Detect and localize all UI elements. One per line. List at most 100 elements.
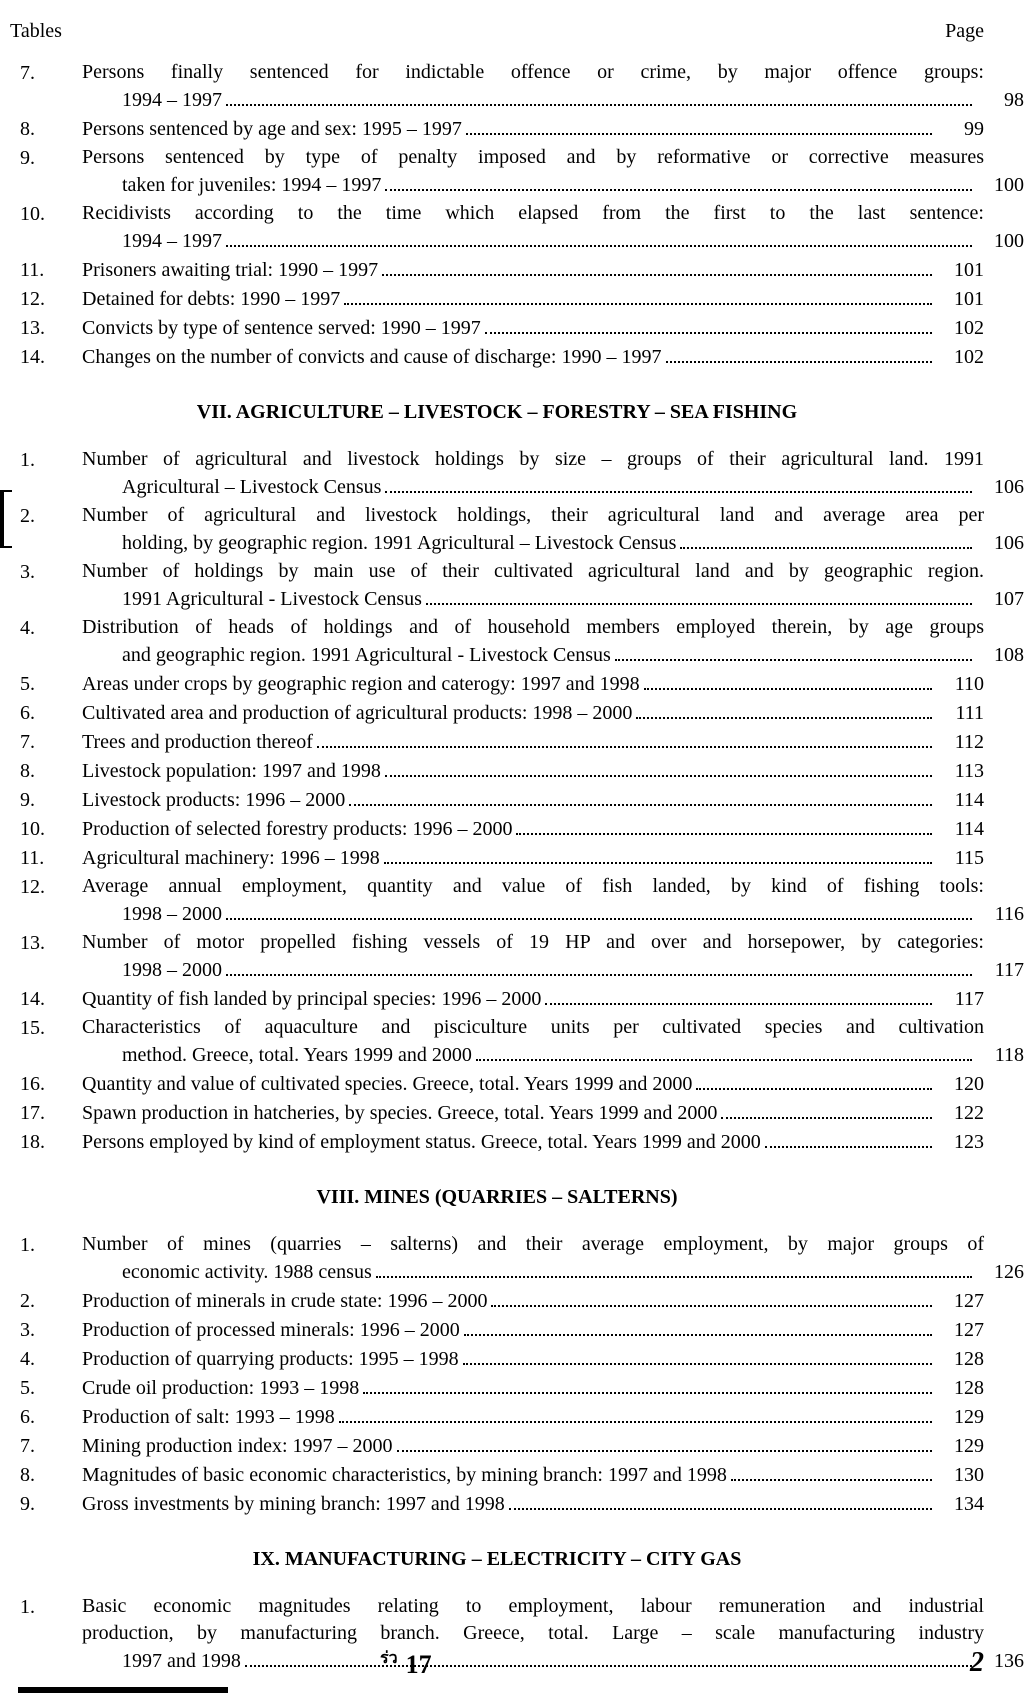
section-heading: IX. MANUFACTURING – ELECTRICITY – CITY G…: [10, 1546, 984, 1573]
header-left: Tables: [10, 18, 62, 45]
entry-last-text: Prisoners awaiting trial: 1990 – 1997: [82, 257, 378, 284]
entry-page: 114: [936, 787, 984, 814]
entry-last-line: and geographic region. 1991 Agricultural…: [82, 641, 1024, 669]
entry-body: Distribution of heads of holdings and of…: [82, 614, 984, 669]
entry-text-line: Number of agricultural and livestock hol…: [82, 446, 984, 473]
entry-last-line: Livestock products: 1996 – 2000 114: [82, 786, 984, 814]
entry-number: 14.: [20, 985, 82, 1013]
entry-page: 113: [936, 758, 984, 785]
toc-entry: 6.Cultivated area and production of agri…: [10, 699, 984, 727]
toc-entry: 17.Spawn production in hatcheries, by sp…: [10, 1099, 984, 1127]
entry-text-line: Average annual employment, quantity and …: [82, 873, 984, 900]
entry-body: Quantity and value of cultivated species…: [82, 1070, 984, 1098]
dot-leader: [226, 900, 972, 920]
entry-last-line: Changes on the number of convicts and ca…: [82, 343, 984, 371]
entry-last-text: Quantity and value of cultivated species…: [82, 1071, 692, 1098]
entry-page: 117: [936, 986, 984, 1013]
entry-page: 127: [936, 1317, 984, 1344]
section-heading: VII. AGRICULTURE – LIVESTOCK – FORESTRY …: [10, 399, 984, 426]
entry-last-text: Cultivated area and production of agricu…: [82, 700, 632, 727]
entry-page: 101: [936, 257, 984, 284]
entry-page: 102: [936, 344, 984, 371]
entry-number: 14.: [20, 343, 82, 371]
entry-number: 9.: [20, 1490, 82, 1518]
footer: ร่ว17 2: [0, 1644, 984, 1682]
dot-leader: [397, 1432, 932, 1452]
entry-page: 126: [976, 1259, 1024, 1286]
entry-last-text: Agricultural – Livestock Census: [122, 474, 381, 501]
entry-last-text: 1991 Agricultural - Livestock Census: [122, 586, 422, 613]
entry-page: 99: [936, 116, 984, 143]
dot-leader: [680, 529, 972, 549]
entry-body: Livestock population: 1997 and 1998 113: [82, 757, 984, 785]
toc-entry: 16.Quantity and value of cultivated spec…: [10, 1070, 984, 1098]
toc-entry: 3.Number of holdings by main use of thei…: [10, 558, 984, 613]
entry-last-text: 1998 – 2000: [122, 901, 222, 928]
entry-body: Number of motor propelled fishing vessel…: [82, 929, 984, 984]
entry-body: Cultivated area and production of agricu…: [82, 699, 984, 727]
entry-page: 100: [976, 228, 1024, 255]
entry-body: Changes on the number of convicts and ca…: [82, 343, 984, 371]
entry-last-line: Persons sentenced by age and sex: 1995 –…: [82, 115, 984, 143]
entry-last-line: 1994 – 199798: [82, 86, 1024, 114]
toc-entry: 4.Distribution of heads of holdings and …: [10, 614, 984, 669]
entry-page: 102: [936, 315, 984, 342]
entry-last-text: taken for juveniles: 1994 – 1997: [122, 172, 381, 199]
entry-last-text: Production of quarrying products: 1995 –…: [82, 1346, 459, 1373]
entry-number: 5.: [20, 670, 82, 698]
dot-leader: [226, 227, 972, 247]
entry-body: Persons employed by kind of employment s…: [82, 1128, 984, 1156]
entry-number: 12.: [20, 285, 82, 313]
entry-last-line: method. Greece, total. Years 1999 and 20…: [82, 1041, 1024, 1069]
entry-number: 17.: [20, 1099, 82, 1127]
dot-leader: [385, 757, 932, 777]
entry-last-text: Livestock products: 1996 – 2000: [82, 787, 345, 814]
entry-number: 2.: [20, 1287, 82, 1315]
entry-last-line: Quantity and value of cultivated species…: [82, 1070, 984, 1098]
entry-text-line: Persons sentenced by type of penalty imp…: [82, 144, 984, 171]
footer-page: 17: [406, 1650, 432, 1679]
entry-number: 3.: [20, 558, 82, 586]
entry-page: 107: [976, 586, 1024, 613]
entry-number: 7.: [20, 59, 82, 87]
toc-entry: 8.Magnitudes of basic economic character…: [10, 1461, 984, 1489]
entry-number: 8.: [20, 1461, 82, 1489]
entry-last-line: holding, by geographic region. 1991 Agri…: [82, 529, 1024, 557]
entry-last-line: Cultivated area and production of agricu…: [82, 699, 984, 727]
entry-last-line: 1998 – 2000116: [82, 900, 1024, 928]
dot-leader: [382, 256, 932, 276]
entry-last-text: Production of selected forestry products…: [82, 816, 512, 843]
toc-entry: 9.Livestock products: 1996 – 2000114: [10, 786, 984, 814]
entry-number: 1.: [20, 446, 82, 474]
toc-entry: 5.Areas under crops by geographic region…: [10, 670, 984, 698]
toc-entry: 14.Quantity of fish landed by principal …: [10, 985, 984, 1013]
entry-last-line: Production of processed minerals: 1996 –…: [82, 1316, 984, 1344]
toc-entry: 10.Recidivists according to the time whi…: [10, 200, 984, 255]
dot-leader: [384, 844, 932, 864]
entry-text-line: Persons finally sentenced for indictable…: [82, 59, 984, 86]
entry-page: 122: [936, 1100, 984, 1127]
entry-number: 13.: [20, 929, 82, 957]
entry-body: Mining production index: 1997 – 2000129: [82, 1432, 984, 1460]
dot-leader: [485, 314, 932, 334]
entry-body: Number of agricultural and livestock hol…: [82, 446, 984, 501]
footer-small: ร่ว: [380, 1650, 398, 1667]
entry-last-line: Trees and production thereof112: [82, 728, 984, 756]
entry-body: Persons sentenced by type of penalty imp…: [82, 144, 984, 199]
entry-last-line: Mining production index: 1997 – 2000129: [82, 1432, 984, 1460]
entry-last-text: Livestock population: 1997 and 1998: [82, 758, 381, 785]
entry-body: Characteristics of aquaculture and pisci…: [82, 1014, 984, 1069]
scan-mark-bottom: [18, 1687, 228, 1693]
dot-leader: [317, 728, 932, 748]
dot-leader: [463, 1345, 932, 1365]
entry-page: 123: [936, 1129, 984, 1156]
toc-entry: 6.Production of salt: 1993 – 1998129: [10, 1403, 984, 1431]
toc-entry: 4.Production of quarrying products: 1995…: [10, 1345, 984, 1373]
entry-page: 108: [976, 642, 1024, 669]
entry-body: Prisoners awaiting trial: 1990 – 1997 101: [82, 256, 984, 284]
entry-number: 5.: [20, 1374, 82, 1402]
entry-number: 1.: [20, 1231, 82, 1259]
entry-number: 8.: [20, 757, 82, 785]
entry-last-text: economic activity. 1988 census: [122, 1259, 372, 1286]
entry-last-text: Detained for debts: 1990 – 1997: [82, 286, 340, 313]
